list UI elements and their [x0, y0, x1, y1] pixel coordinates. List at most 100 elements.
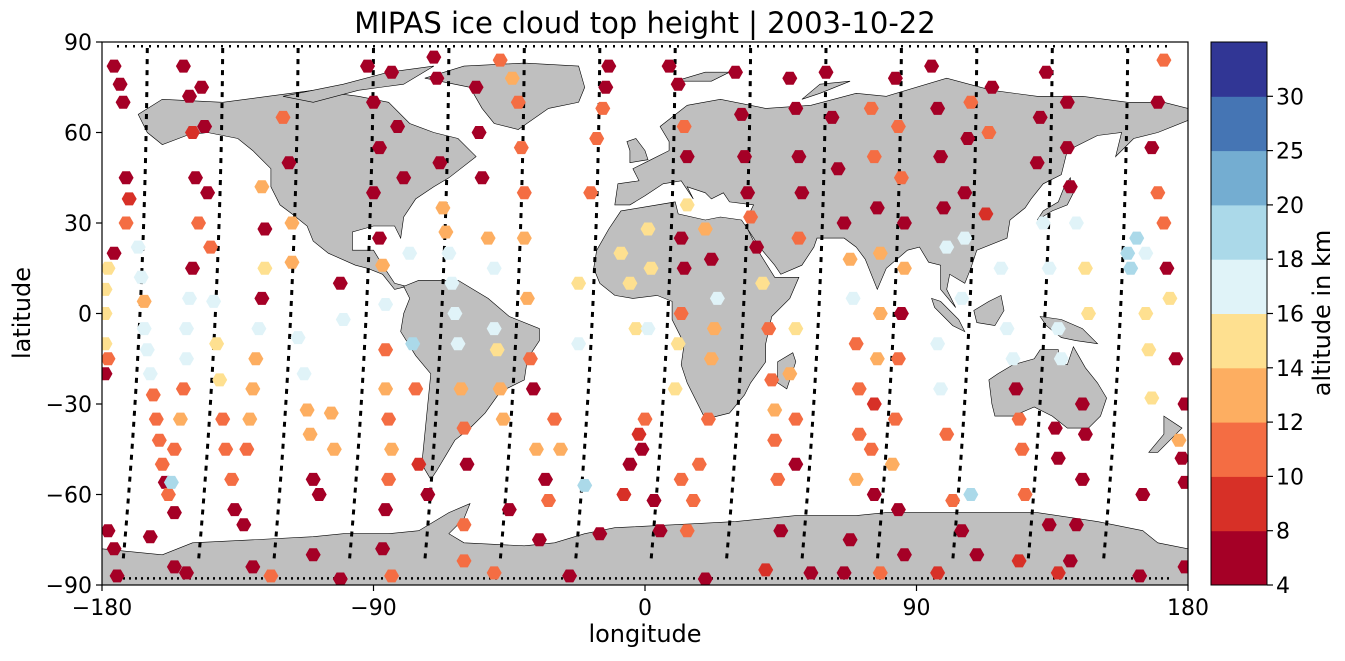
cloud-point: [378, 343, 394, 357]
cloud-point: [767, 403, 783, 417]
cloud-point: [528, 442, 544, 456]
cloud-point: [631, 427, 647, 441]
cloud-point: [378, 298, 394, 311]
cloud-point: [788, 457, 804, 471]
cloud-point: [851, 382, 867, 396]
cloud-point: [1081, 307, 1096, 320]
cloud-point: [887, 71, 903, 85]
cloud-point: [1177, 560, 1188, 574]
cloud-point: [679, 150, 695, 164]
cloud-point: [643, 261, 659, 275]
cloud-point: [182, 89, 197, 103]
cloud-point: [782, 367, 798, 381]
cloud-point: [1123, 261, 1139, 275]
cloud-point: [456, 518, 472, 532]
cloud-point: [1038, 65, 1054, 79]
cloud-point: [1132, 569, 1148, 583]
cloud-point: [200, 186, 216, 200]
cloud-point: [824, 110, 840, 124]
cloud-point: [954, 291, 970, 305]
cloud-point: [893, 307, 909, 320]
cloud-point: [194, 80, 210, 94]
colorbar-segment: [1211, 96, 1267, 152]
orbit-track: [1026, 48, 1054, 562]
cloud-point: [248, 352, 264, 366]
cloud-point: [516, 231, 532, 245]
cloud-point: [1047, 421, 1063, 435]
cloud-point: [375, 542, 391, 556]
colorbar-segment: [1211, 259, 1267, 314]
y-tick-label: −30: [46, 393, 92, 418]
colorbar-tick-label: 20: [1276, 194, 1304, 219]
cloud-point: [405, 337, 421, 351]
cloud-point: [728, 65, 743, 79]
cloud-point: [673, 231, 689, 245]
cloud-point: [224, 472, 240, 486]
cloud-point: [188, 171, 203, 185]
orbit-track: [197, 48, 225, 562]
cloud-point: [930, 566, 946, 580]
cloud-point: [1011, 412, 1027, 426]
cloud-point: [102, 307, 113, 320]
cloud-point: [118, 216, 134, 230]
cloud-point: [495, 412, 511, 426]
cloud-point: [770, 472, 786, 486]
cloud-point: [492, 53, 508, 67]
cloud-point: [139, 343, 155, 357]
land-svalbard: [675, 71, 730, 82]
cloud-point: [197, 120, 213, 133]
cloud-point: [245, 382, 261, 396]
cloud-point: [525, 382, 541, 396]
cloud-point: [227, 503, 243, 517]
orbit-track: [272, 48, 300, 562]
cloud-point: [102, 352, 116, 366]
cloud-point: [1053, 352, 1069, 366]
cloud-point: [700, 412, 716, 426]
cloud-point: [1050, 451, 1066, 465]
cloud-point: [384, 65, 400, 79]
land-africa: [593, 201, 800, 420]
cloud-point: [453, 382, 469, 396]
cloud-point: [571, 337, 587, 351]
cloud-point: [203, 240, 219, 254]
cloud-point: [703, 352, 719, 366]
cloud-point: [102, 367, 113, 381]
cloud-point: [830, 162, 846, 176]
cloud-point: [335, 313, 351, 326]
cloud-point: [673, 307, 689, 320]
cloud-point: [236, 518, 252, 532]
cloud-point: [1174, 451, 1188, 465]
cloud-point: [136, 322, 152, 336]
colorbar-tick-label: 10: [1276, 465, 1304, 490]
colorbar-segment: [1211, 42, 1267, 97]
cloud-point: [151, 433, 167, 447]
cloud-point: [166, 442, 182, 456]
cloud-point: [513, 141, 529, 155]
cloud-point: [863, 101, 879, 115]
cloud-point: [758, 563, 774, 577]
cloud-point: [1077, 261, 1093, 275]
cloud-point: [773, 524, 789, 538]
cloud-point: [866, 488, 882, 501]
cloud-point: [102, 261, 116, 275]
cloud-point: [1032, 110, 1048, 124]
cloud-point: [933, 150, 949, 164]
orbit-track: [724, 48, 753, 562]
cloud-point: [1017, 488, 1033, 501]
cloud-point: [788, 101, 804, 115]
cloud-point: [130, 240, 146, 254]
cloud-point: [595, 101, 611, 115]
cloud-point: [577, 479, 593, 492]
cloud-point: [1171, 433, 1187, 447]
cloud-point: [206, 294, 222, 308]
land-sumatra: [931, 297, 966, 333]
colorbar-tick-label: 16: [1276, 303, 1304, 328]
cloud-point: [930, 337, 946, 351]
x-tick-label: 0: [638, 596, 652, 621]
cloud-point: [788, 412, 804, 426]
cloud-point: [299, 403, 315, 417]
cloud-point: [1177, 475, 1188, 489]
cloud-point: [166, 560, 182, 574]
cloud-point: [372, 141, 387, 155]
cloud-point: [142, 367, 158, 381]
